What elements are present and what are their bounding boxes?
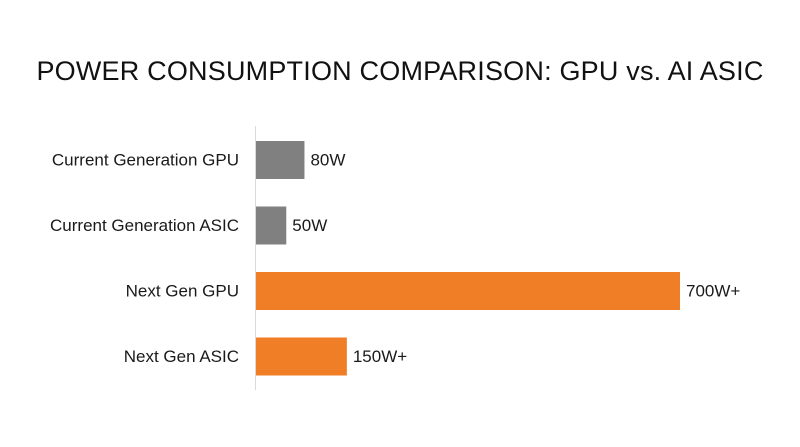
category-label-3: Next Gen GPU bbox=[126, 282, 239, 301]
value-label-2: 50W bbox=[292, 216, 327, 235]
bar-1 bbox=[256, 141, 305, 179]
category-label-1: Current Generation GPU bbox=[52, 151, 239, 170]
category-label-2: Current Generation ASIC bbox=[50, 216, 239, 235]
value-label-3: 700W+ bbox=[686, 282, 740, 301]
bar-3 bbox=[256, 272, 680, 310]
value-label-1: 80W bbox=[310, 151, 345, 170]
bar-2 bbox=[256, 206, 287, 245]
chart-title: POWER CONSUMPTION COMPARISON: GPU vs. AI… bbox=[36, 56, 764, 86]
bar-4 bbox=[256, 337, 347, 376]
bar-group: Current Generation GPU 80W Current Generat… bbox=[50, 141, 740, 376]
category-label-4: Next Gen ASIC bbox=[124, 347, 239, 366]
value-label-4: 150W+ bbox=[353, 347, 407, 366]
